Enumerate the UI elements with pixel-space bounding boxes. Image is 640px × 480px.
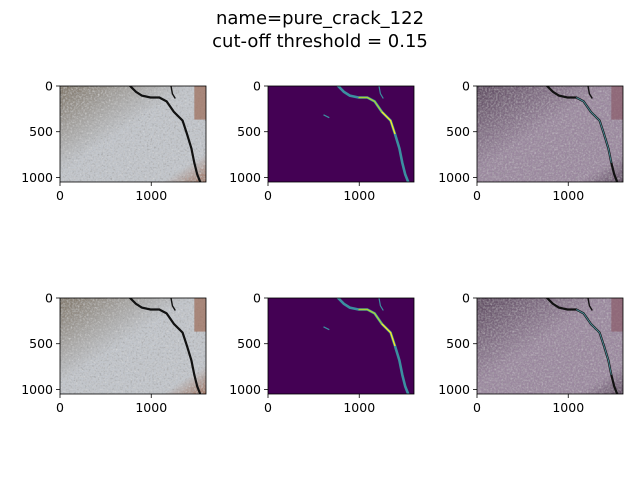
axes-frame bbox=[476, 85, 624, 183]
axes-frame bbox=[59, 85, 207, 183]
panel-image bbox=[60, 86, 206, 182]
figure-title-line-1: name=pure_crack_122 bbox=[215, 8, 425, 29]
mask-crack-branch bbox=[378, 298, 384, 311]
edge-stain bbox=[611, 86, 623, 120]
y-tick-label: 1000 bbox=[229, 382, 261, 397]
surface-texture bbox=[477, 298, 623, 394]
y-tick-label: 1000 bbox=[229, 170, 261, 185]
y-tick-label: 1000 bbox=[21, 382, 53, 397]
panel-image bbox=[477, 86, 623, 182]
y-tick-label: 1000 bbox=[438, 382, 470, 397]
y-tick-label: 500 bbox=[446, 336, 470, 351]
x-tick-label: 1000 bbox=[135, 188, 167, 203]
x-tick-label: 0 bbox=[264, 400, 272, 415]
edge-stain bbox=[194, 86, 206, 120]
axes-frame bbox=[267, 297, 415, 395]
y-tick-label: 500 bbox=[29, 336, 53, 351]
y-tick-label: 0 bbox=[253, 291, 261, 306]
y-tick-label: 0 bbox=[253, 79, 261, 94]
x-tick-label: 0 bbox=[56, 188, 64, 203]
y-tick-label: 1000 bbox=[438, 170, 470, 185]
overlay-mask-trace bbox=[576, 97, 612, 163]
x-tick-label: 1000 bbox=[343, 188, 375, 203]
y-tick-label: 500 bbox=[29, 124, 53, 139]
panel-image bbox=[268, 298, 414, 394]
axes-frame bbox=[59, 297, 207, 395]
y-tick-label: 500 bbox=[237, 124, 261, 139]
crack-line bbox=[129, 298, 202, 394]
y-tick-label: 0 bbox=[45, 79, 53, 94]
y-tick-label: 0 bbox=[45, 291, 53, 306]
x-tick-label: 1000 bbox=[135, 400, 167, 415]
edge-stain bbox=[194, 298, 206, 332]
crack-line bbox=[129, 86, 202, 182]
crack-branch bbox=[170, 298, 176, 311]
crack-branch bbox=[170, 86, 176, 99]
overlay-mask-trace bbox=[576, 309, 612, 375]
figure-title-line-2: cut-off threshold = 0.15 bbox=[212, 31, 428, 52]
x-tick-label: 1000 bbox=[552, 400, 584, 415]
surface-texture bbox=[60, 298, 206, 394]
x-tick-label: 0 bbox=[56, 400, 64, 415]
y-tick-label: 0 bbox=[462, 79, 470, 94]
mask-crack-branch bbox=[378, 86, 384, 99]
panel-image bbox=[60, 298, 206, 394]
y-tick-label: 500 bbox=[237, 336, 261, 351]
y-tick-label: 500 bbox=[446, 124, 470, 139]
crack-branch bbox=[587, 86, 593, 99]
panel-image bbox=[477, 298, 623, 394]
axes-frame bbox=[267, 85, 415, 183]
y-tick-label: 1000 bbox=[21, 170, 53, 185]
x-tick-label: 0 bbox=[473, 188, 481, 203]
x-tick-label: 0 bbox=[264, 188, 272, 203]
axes-frame bbox=[476, 297, 624, 395]
x-tick-label: 1000 bbox=[343, 400, 375, 415]
crack-branch bbox=[587, 298, 593, 311]
panel-image bbox=[268, 86, 414, 182]
edge-stain bbox=[611, 298, 623, 332]
y-tick-label: 0 bbox=[462, 291, 470, 306]
mask-background bbox=[268, 298, 414, 394]
x-tick-label: 1000 bbox=[552, 188, 584, 203]
mask-crack-spot bbox=[323, 114, 330, 119]
mask-crack-peak bbox=[381, 323, 396, 347]
surface-texture bbox=[60, 86, 206, 182]
x-tick-label: 0 bbox=[473, 400, 481, 415]
surface-texture bbox=[477, 86, 623, 182]
mask-crack-peak bbox=[381, 111, 396, 135]
mask-crack-spot bbox=[323, 326, 330, 331]
mask-background bbox=[268, 86, 414, 182]
